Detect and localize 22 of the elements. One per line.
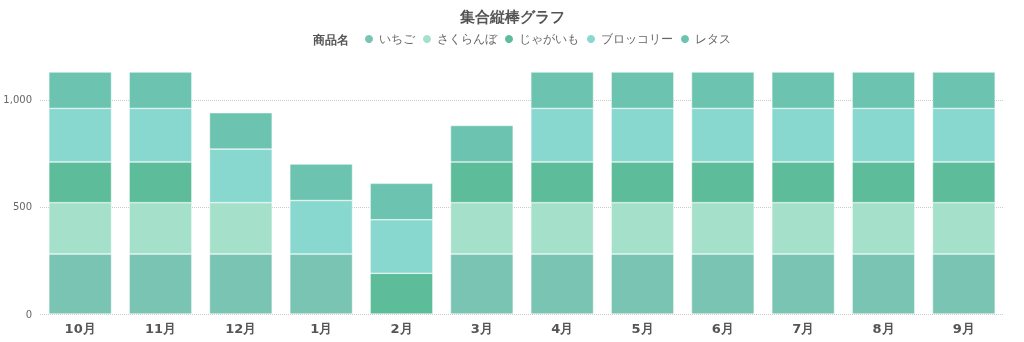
x-tick-label: 11月	[144, 321, 177, 336]
legend-label: レタス	[695, 32, 731, 46]
x-tick-label: 8月	[872, 321, 895, 336]
legend-title: 商品名	[312, 33, 349, 47]
y-tick-label: 500	[12, 201, 32, 213]
x-tick-label: 7月	[792, 321, 815, 336]
legend-label: じゃがいも	[519, 32, 579, 46]
x-tick-label: 6月	[711, 321, 734, 336]
x-tick-label: 2月	[390, 321, 413, 336]
x-tick-label: 3月	[470, 321, 493, 336]
x-tick-label: 1月	[310, 321, 333, 336]
y-tick-label: 1,000	[3, 94, 32, 106]
legend-label: いちご	[379, 32, 416, 46]
legend-label: ブロッコリー	[601, 32, 673, 46]
chart-title: 集合縦棒グラフ	[458, 7, 565, 26]
x-tick-label: 12月	[225, 321, 257, 336]
x-tick-label: 5月	[631, 321, 654, 336]
legend-label: さくらんぼ	[437, 32, 498, 46]
x-tick-label: 9月	[952, 321, 975, 336]
y-tick-label: 0	[25, 308, 32, 320]
x-tick-label: 10月	[64, 321, 96, 336]
x-tick-label: 4月	[551, 321, 574, 336]
